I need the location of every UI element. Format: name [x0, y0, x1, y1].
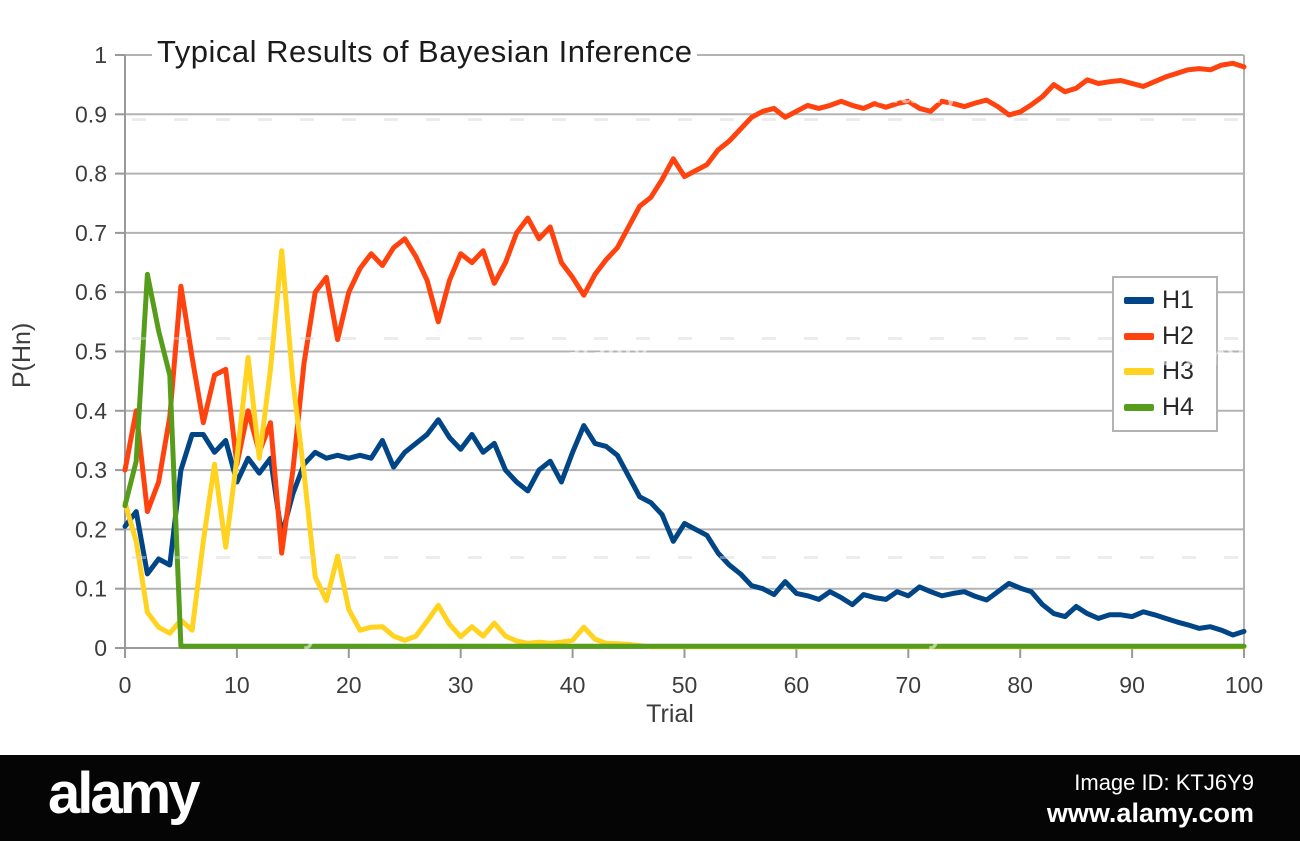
- legend-label-h2: H2: [1162, 321, 1194, 350]
- image-id-text: Image ID: KTJ6Y9: [1074, 770, 1254, 795]
- svg-text:80: 80: [1007, 672, 1033, 698]
- svg-text:100: 100: [1225, 672, 1263, 698]
- legend-item-h2: H2: [1124, 322, 1216, 351]
- data-series: [122, 60, 1247, 650]
- x-axis-label: Trial: [646, 700, 694, 728]
- legend-label-h3: H3: [1162, 357, 1194, 386]
- svg-text:0.2: 0.2: [75, 516, 107, 542]
- series-line-h1: [122, 417, 1247, 638]
- alamy-url-text: www.alamy.com: [1046, 797, 1254, 828]
- footer-right-block: Image ID: KTJ6Y9 www.alamy.com: [1047, 769, 1254, 830]
- legend-item-h1: H1: [1124, 286, 1216, 315]
- svg-text:20: 20: [336, 672, 362, 698]
- legend-swatch-h3: [1124, 368, 1154, 376]
- alamy-logo: alamy: [48, 761, 200, 826]
- svg-text:30: 30: [448, 672, 474, 698]
- alamy-footer-bar: alamy Image ID: KTJ6Y9 www.alamy.com: [0, 755, 1300, 841]
- svg-text:0.4: 0.4: [75, 398, 107, 424]
- svg-text:40: 40: [560, 672, 586, 698]
- legend-label-h4: H4: [1162, 392, 1194, 421]
- legend-swatch-h4: [1124, 403, 1154, 411]
- svg-text:1: 1: [94, 42, 107, 68]
- line-chart-canvas: 00.10.20.30.40.50.60.70.80.910 10 20 30 40 50…: [75, 42, 1263, 698]
- svg-text:70: 70: [896, 672, 922, 698]
- svg-text:0.9: 0.9: [75, 101, 107, 127]
- svg-text:60: 60: [784, 672, 810, 698]
- chart-legend: H1 H2 H3 H4: [1112, 276, 1218, 432]
- y-axis-label: P(Hn): [8, 322, 36, 388]
- legend-label-h1: H1: [1162, 286, 1194, 315]
- svg-text:0.8: 0.8: [75, 161, 107, 187]
- chart-area: 0 0.1 0.2 0.3 0.4 0.5 0.6 0.7 0.8 0.9 1 0 10 20 30 40 50…: [8, 34, 1263, 728]
- legend-swatch-h1: [1124, 297, 1154, 305]
- legend-swatch-h2: [1124, 332, 1154, 340]
- svg-text:0: 0: [119, 672, 132, 698]
- chart-title: Typical Results of Bayesian Inference: [152, 34, 698, 70]
- legend-item-h3: H3: [1124, 357, 1216, 386]
- svg-text:90: 90: [1119, 672, 1145, 698]
- svg-text:0.1: 0.1: [75, 576, 107, 602]
- series-line-h2: [122, 60, 1247, 556]
- svg-text:0.6: 0.6: [75, 279, 107, 305]
- tick-labels: 00.10.20.30.40.50.60.70.80.910 10 20 30 40 50…: [75, 42, 1263, 698]
- series-line-h4: [122, 271, 1247, 649]
- svg-text:10: 10: [224, 672, 250, 698]
- svg-text:0.5: 0.5: [75, 339, 107, 365]
- axes-and-ticks: [115, 54, 1245, 658]
- legend-item-h4: H4: [1124, 393, 1216, 422]
- svg-text:0.7: 0.7: [75, 220, 107, 246]
- svg-text:0.3: 0.3: [75, 457, 107, 483]
- svg-text:50: 50: [672, 672, 698, 698]
- svg-text:0: 0: [94, 635, 107, 661]
